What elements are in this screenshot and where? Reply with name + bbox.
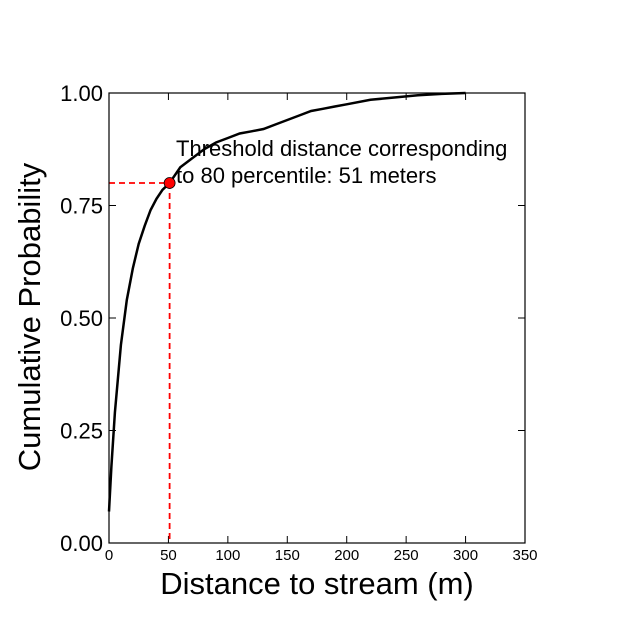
x-axis-label: Distance to stream (m): [160, 566, 474, 601]
y-tick-label: 0.25: [60, 419, 103, 444]
x-tick-label: 0: [105, 547, 113, 564]
y-tick-label: 0.00: [60, 531, 103, 556]
x-tick-label: 200: [334, 547, 359, 564]
cdf-series-line: [107, 91, 466, 512]
annotation-line-1: Threshold distance corresponding: [176, 136, 507, 161]
annotation-line-2: to 80 percentile: 51 meters: [176, 163, 436, 188]
y-axis-label: Cumulative Probability: [12, 162, 47, 471]
plot-frame: [108, 92, 526, 544]
x-tick-label: 100: [215, 547, 240, 564]
y-tick-label: 0.75: [60, 194, 103, 219]
x-tick-label: 50: [160, 547, 177, 564]
x-tick-label: 300: [453, 547, 478, 564]
y-tick-label: 1.00: [60, 81, 103, 106]
tick-group: 0 50 100 150 200 250 300 350 0.00 0.25 0.50 0.75 1.0…: [60, 81, 537, 564]
threshold-marker: [163, 177, 176, 189]
x-tick-label: 150: [275, 547, 300, 564]
x-tick-label: 350: [512, 547, 537, 564]
x-tick-label: 250: [394, 547, 419, 564]
y-tick-label: 0.50: [60, 306, 103, 331]
